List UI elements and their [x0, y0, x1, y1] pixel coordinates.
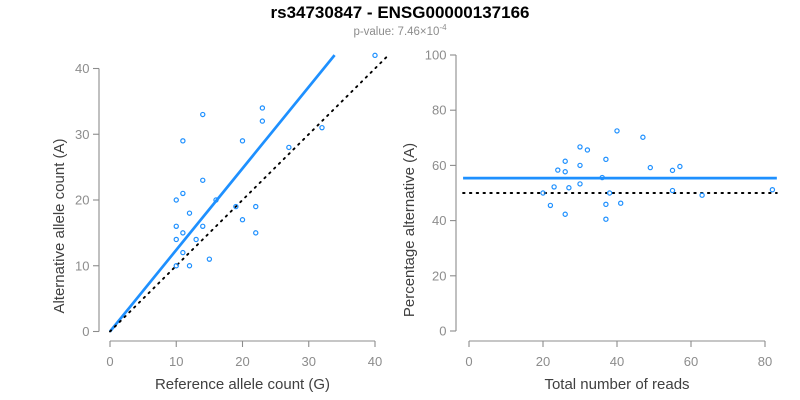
- y-tick-label: 100: [425, 48, 447, 63]
- figure-title: rs34730847 - ENSG00000137166: [270, 3, 530, 22]
- data-point: [180, 249, 186, 256]
- data-point: [599, 174, 605, 181]
- y-axis-label: Percentage alternative (A): [401, 143, 418, 317]
- data-point: [614, 128, 620, 134]
- x-tick-label: 60: [684, 354, 698, 369]
- data-point: [319, 124, 325, 131]
- identity-line: [109, 55, 388, 333]
- data-point: [699, 192, 705, 198]
- data-point: [562, 211, 568, 217]
- data-point: [200, 111, 206, 118]
- data-point: [193, 236, 199, 243]
- data-point: [540, 190, 546, 196]
- data-point: [259, 118, 266, 124]
- data-point: [577, 144, 583, 150]
- data-point: [180, 230, 186, 236]
- y-tick-label: 60: [432, 158, 446, 173]
- x-tick-label: 40: [368, 354, 382, 369]
- y-tick-label: 30: [75, 127, 89, 142]
- data-point: [206, 256, 213, 262]
- chart-panel-1: 0 20 40 60 80 100 0 20 40 60 80 Total number of rea…: [401, 48, 778, 393]
- data-point: [180, 190, 186, 197]
- data-point: [173, 236, 179, 243]
- data-point: [239, 217, 246, 223]
- x-tick-label: 40: [610, 354, 624, 369]
- data-point: [603, 216, 609, 222]
- chart-panel-0: 0 10 20 30 40 0 10 20 30 40 Reference allele count…: [51, 52, 388, 393]
- data-point: [259, 105, 266, 111]
- data-point: [647, 164, 654, 171]
- data-point: [555, 167, 561, 173]
- fitted-allelic-ratio-line: [108, 54, 336, 333]
- data-point: [186, 263, 193, 269]
- data-point: [547, 202, 554, 209]
- data-point: [372, 52, 378, 59]
- data-point: [233, 203, 239, 210]
- data-point: [562, 169, 568, 175]
- x-tick-label: 0: [106, 354, 113, 369]
- data-point: [677, 163, 683, 170]
- p-value-text: p-value: 7.46×10: [353, 25, 440, 38]
- data-point: [286, 144, 292, 151]
- data-point: [562, 158, 568, 164]
- data-point: [566, 185, 572, 191]
- x-tick-label: 30: [302, 354, 316, 369]
- data-point: [253, 230, 259, 236]
- p-value-exponent: -4: [439, 23, 447, 32]
- data-point: [584, 147, 591, 153]
- data-point: [186, 210, 193, 216]
- y-tick-label: 40: [75, 61, 89, 76]
- y-axis-label: Alternative allele count (A): [51, 138, 68, 313]
- x-tick-label: 20: [536, 354, 550, 369]
- data-point: [253, 203, 259, 210]
- x-axis-label: Reference allele count (G): [155, 376, 330, 393]
- y-tick-label: 20: [75, 193, 89, 208]
- y-tick-label: 0: [439, 324, 446, 339]
- data-point: [606, 190, 613, 196]
- data-point: [200, 177, 206, 183]
- y-tick-label: 0: [82, 324, 89, 339]
- x-tick-label: 0: [465, 354, 472, 369]
- data-point: [577, 181, 583, 187]
- data-point: [669, 187, 676, 194]
- data-point: [577, 162, 583, 169]
- data-point: [669, 167, 676, 174]
- data-point: [213, 197, 219, 203]
- data-point: [173, 197, 179, 203]
- y-tick-label: 40: [432, 213, 446, 228]
- x-axis-label: Total number of reads: [544, 376, 689, 393]
- data-point: [551, 184, 557, 190]
- y-tick-label: 20: [432, 268, 446, 283]
- data-point: [173, 263, 179, 269]
- y-tick-label: 80: [432, 103, 446, 118]
- data-point: [640, 134, 646, 140]
- data-point: [618, 200, 624, 206]
- data-point: [180, 138, 186, 144]
- data-point: [239, 138, 246, 144]
- x-tick-label: 80: [758, 354, 772, 369]
- x-tick-label: 20: [235, 354, 249, 369]
- data-point: [769, 186, 776, 193]
- x-tick-label: 10: [169, 354, 183, 369]
- y-tick-label: 10: [75, 258, 89, 273]
- data-point: [603, 156, 609, 163]
- data-point: [173, 223, 179, 229]
- figure-subtitle: p-value: 7.46×10-4: [0, 23, 800, 38]
- data-point: [603, 201, 609, 208]
- data-point: [200, 223, 206, 229]
